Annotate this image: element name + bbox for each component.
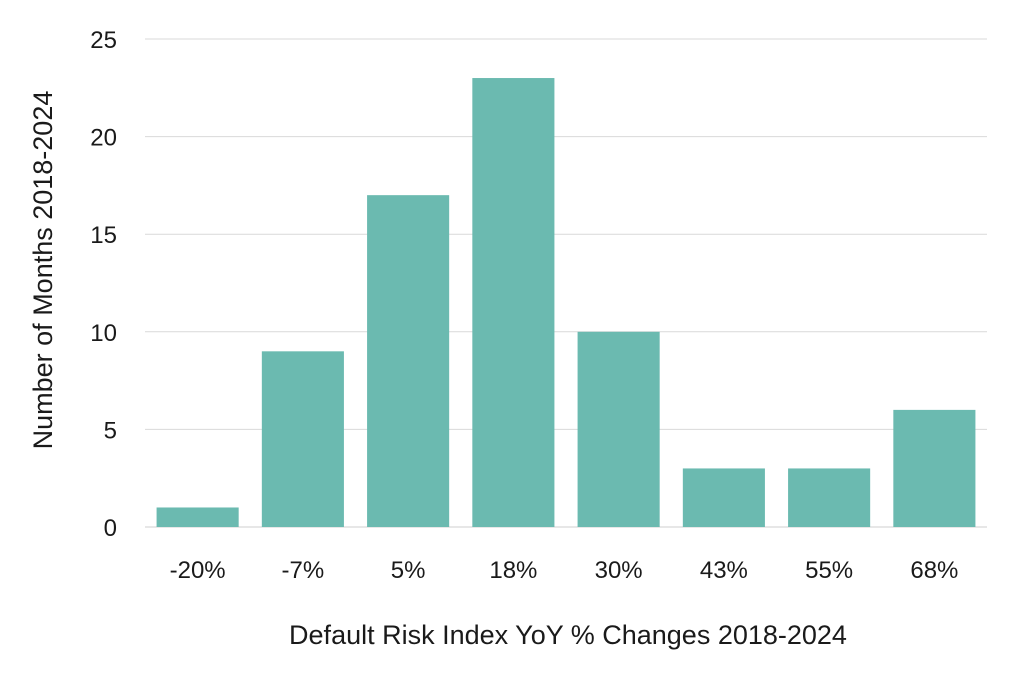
bar <box>261 351 344 527</box>
x-tick-label: 68% <box>910 557 958 584</box>
x-tick-label: -7% <box>282 557 325 584</box>
x-tick-label: -20% <box>170 557 226 584</box>
bar <box>788 468 871 527</box>
x-axis-title: Default Risk Index YoY % Changes 2018-20… <box>289 620 847 650</box>
x-tick-label: 43% <box>700 557 748 584</box>
x-tick-label: 5% <box>391 557 426 584</box>
y-tick-label: 10 <box>90 320 117 347</box>
bar <box>893 409 976 527</box>
y-tick-label: 15 <box>90 222 117 249</box>
bar <box>367 195 450 527</box>
bar <box>682 468 765 527</box>
x-tick-label: 18% <box>489 557 537 584</box>
x-tick-label: 55% <box>805 557 853 584</box>
y-tick-labels: 0 5 10 15 20 25 <box>90 27 117 542</box>
bar <box>577 331 660 527</box>
y-axis-title: Number of Months 2018-2024 <box>28 91 58 450</box>
y-tick-label: 25 <box>90 27 117 54</box>
bar <box>472 78 555 527</box>
bar <box>156 507 239 527</box>
y-tick-label: 0 <box>104 515 117 542</box>
x-tick-labels: -20% -7% 5% 18% 30% 43% 55% 68% <box>170 557 959 584</box>
bars <box>156 78 976 527</box>
y-tick-label: 5 <box>104 417 117 444</box>
x-tick-label: 30% <box>595 557 643 584</box>
y-tick-label: 20 <box>90 125 117 152</box>
